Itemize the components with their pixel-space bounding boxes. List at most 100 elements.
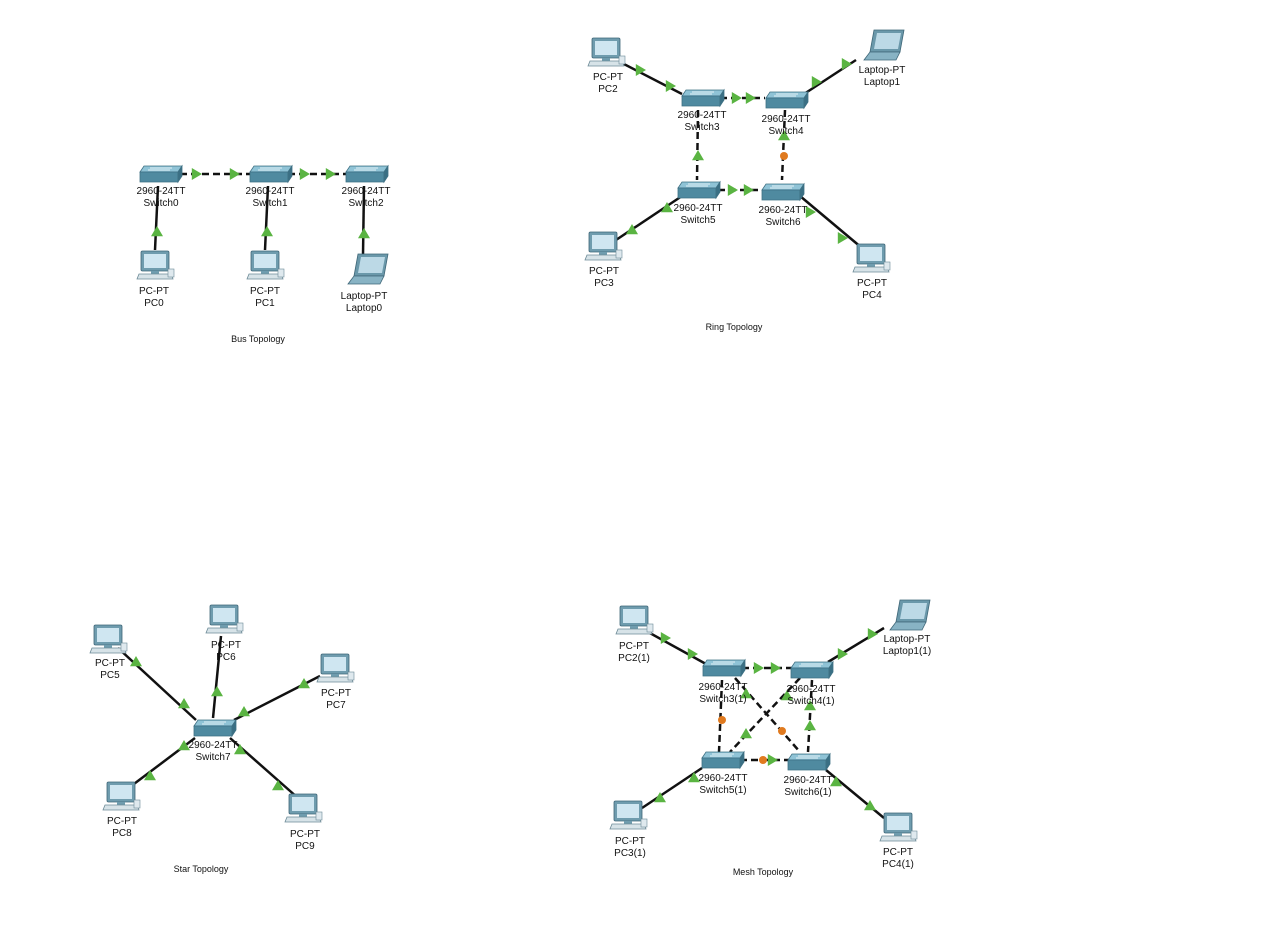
pc5-name-label: PC5 bbox=[100, 670, 120, 681]
pc-icon[interactable] bbox=[205, 604, 244, 634]
link-up-indicator bbox=[238, 706, 250, 717]
pc6-name-label: PC6 bbox=[216, 652, 236, 663]
link-up-indicator bbox=[144, 770, 156, 781]
laptop-icon[interactable] bbox=[889, 599, 931, 631]
pc2-name-label: PC2 bbox=[598, 84, 618, 95]
switch-icon[interactable] bbox=[761, 183, 805, 201]
pc4-name-label: PC4 bbox=[862, 290, 882, 301]
link-up-indicator bbox=[234, 744, 246, 755]
link-down-indicator bbox=[759, 756, 767, 764]
link-down-indicator bbox=[778, 727, 786, 735]
link-up-indicator bbox=[661, 202, 673, 213]
link-up-indicator bbox=[770, 662, 781, 674]
link-up-indicator bbox=[665, 80, 676, 92]
switch3-1-name-label: Switch3(1) bbox=[699, 694, 746, 705]
switch1-name-label: Switch1 bbox=[252, 198, 287, 209]
switch-icon[interactable] bbox=[790, 661, 834, 679]
switch-icon[interactable] bbox=[193, 719, 237, 737]
pc-icon[interactable] bbox=[136, 250, 175, 280]
switch7-model-label: 2960-24TT bbox=[189, 740, 238, 751]
pc-icon[interactable] bbox=[102, 781, 141, 811]
pc3-name-label: PC3 bbox=[594, 278, 614, 289]
pc-icon[interactable] bbox=[584, 231, 623, 261]
pc-icon[interactable] bbox=[852, 243, 891, 273]
switch1-model-label: 2960-24TT bbox=[246, 186, 295, 197]
laptop-icon[interactable] bbox=[863, 29, 905, 61]
laptop1-1-name-label: Laptop1(1) bbox=[883, 646, 931, 657]
cable-switch6-pc4 bbox=[799, 195, 863, 249]
switch5-name-label: Switch5 bbox=[680, 215, 715, 226]
link-up-indicator bbox=[151, 226, 163, 237]
switch-icon[interactable] bbox=[765, 91, 809, 109]
pc8-name-label: PC8 bbox=[112, 828, 132, 839]
cable-pc2-1-switch3-1 bbox=[647, 630, 707, 666]
switch3-1-model-label: 2960-24TT bbox=[699, 682, 748, 693]
switch4-1-name-label: Switch4(1) bbox=[787, 696, 834, 707]
pc6-model-label: PC-PT bbox=[211, 640, 241, 651]
switch-icon[interactable] bbox=[701, 751, 745, 769]
pc-icon[interactable] bbox=[615, 605, 654, 635]
switch-icon[interactable] bbox=[787, 753, 831, 771]
switch2-model-label: 2960-24TT bbox=[342, 186, 391, 197]
link-up-indicator bbox=[654, 792, 666, 803]
switch5-1-model-label: 2960-24TT bbox=[699, 773, 748, 784]
link-down-indicator bbox=[718, 716, 726, 724]
link-up-indicator bbox=[864, 800, 876, 811]
cable-switch4-switch6 bbox=[780, 109, 787, 181]
link-up-indicator bbox=[811, 76, 822, 88]
link-status-layer bbox=[130, 58, 878, 811]
ring-topology-title: Ring Topology bbox=[706, 322, 763, 332]
pc3-1-model-label: PC-PT bbox=[615, 836, 645, 847]
pc3-1-name-label: PC3(1) bbox=[614, 848, 646, 859]
cable-switch6-1-pc4-1 bbox=[825, 769, 885, 819]
switch3-model-label: 2960-24TT bbox=[678, 110, 727, 121]
link-up-indicator bbox=[837, 648, 848, 660]
pc-icon[interactable] bbox=[587, 37, 626, 67]
cable-switch3-switch5 bbox=[695, 109, 700, 181]
link-up-indicator bbox=[745, 92, 756, 104]
cable-switch5-pc3 bbox=[615, 194, 683, 242]
link-up-indicator bbox=[626, 224, 638, 235]
laptop0-model-label: Laptop-PT bbox=[341, 291, 388, 302]
pc-icon[interactable] bbox=[246, 250, 285, 280]
link-up-indicator bbox=[261, 226, 273, 237]
switch-icon[interactable] bbox=[681, 89, 725, 107]
link-up-indicator bbox=[805, 206, 816, 218]
switch-icon[interactable] bbox=[345, 165, 389, 183]
switch-icon[interactable] bbox=[702, 659, 746, 677]
pc-icon[interactable] bbox=[89, 624, 128, 654]
switch-icon[interactable] bbox=[139, 165, 183, 183]
star-topology-title: Star Topology bbox=[174, 864, 229, 874]
label-layer: 2960-24TT Switch0 2960-24TT Switch1 2960… bbox=[95, 65, 931, 877]
link-down-indicator bbox=[780, 152, 788, 160]
link-up-indicator bbox=[299, 168, 310, 180]
pc8-model-label: PC-PT bbox=[107, 816, 137, 827]
pc-icon[interactable] bbox=[284, 793, 323, 823]
link-up-indicator bbox=[687, 648, 698, 660]
pc-icon[interactable] bbox=[879, 812, 918, 842]
link-up-indicator bbox=[325, 168, 336, 180]
switch6-model-label: 2960-24TT bbox=[759, 205, 808, 216]
switch3-name-label: Switch3 bbox=[684, 122, 719, 133]
link-up-indicator bbox=[804, 720, 816, 731]
cable-pc5-switch7 bbox=[117, 647, 197, 721]
link-up-indicator bbox=[781, 690, 793, 701]
device-layer bbox=[89, 29, 931, 842]
switch4-1-model-label: 2960-24TT bbox=[787, 684, 836, 695]
cable-switch4-1-switch6-1 bbox=[806, 679, 814, 753]
switch-icon[interactable] bbox=[677, 181, 721, 199]
pc4-model-label: PC-PT bbox=[857, 278, 887, 289]
link-up-indicator bbox=[358, 228, 370, 239]
switch0-name-label: Switch0 bbox=[143, 198, 178, 209]
pc1-name-label: PC1 bbox=[255, 298, 275, 309]
link-up-indicator bbox=[191, 168, 202, 180]
pc7-name-label: PC7 bbox=[326, 700, 346, 711]
switch-icon[interactable] bbox=[249, 165, 293, 183]
laptop-icon[interactable] bbox=[347, 253, 389, 285]
cable-switch2-laptop0 bbox=[361, 185, 366, 256]
pc5-model-label: PC-PT bbox=[95, 658, 125, 669]
pc-icon[interactable] bbox=[609, 800, 648, 830]
pc-icon[interactable] bbox=[316, 653, 355, 683]
link-up-indicator bbox=[178, 698, 190, 709]
pc2-1-model-label: PC-PT bbox=[619, 641, 649, 652]
